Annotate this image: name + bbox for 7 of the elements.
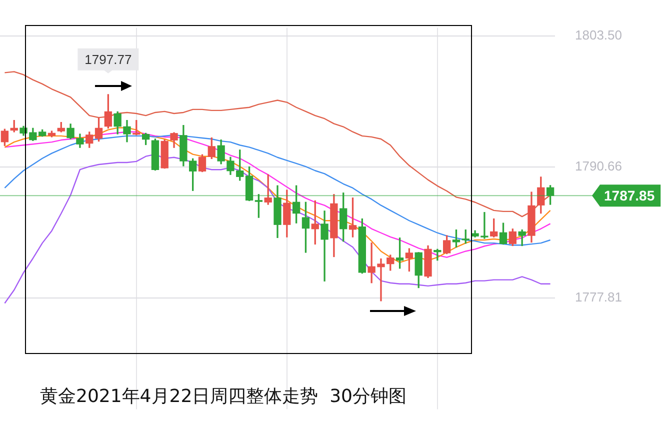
y-tick-label: 1777.81: [575, 290, 622, 305]
annotation: 1797.77: [84, 52, 132, 67]
y-tick-label: 1803.50: [575, 28, 622, 43]
text: 黄金2021年4月22日周四整体走势 30分钟图: [40, 385, 407, 408]
candlestick: [320, 210, 328, 282]
ref-line-label: 1787.85: [604, 187, 655, 204]
y-tick-label: 1790.66: [575, 158, 622, 174]
